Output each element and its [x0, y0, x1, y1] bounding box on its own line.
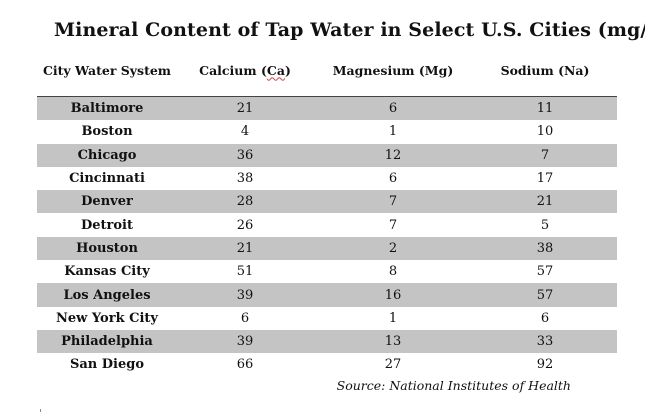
table-row: Kansas City 51 8 57 [37, 260, 617, 283]
sodium-cell: 92 [536, 357, 554, 373]
calcium-cell: 39 [177, 283, 313, 307]
calcium-cell: 6 [240, 310, 250, 326]
city-cell: Boston [81, 124, 133, 140]
city-cell: Houston [37, 236, 177, 261]
sodium-cell: 57 [536, 264, 554, 280]
calcium-cell: 21 [177, 236, 313, 261]
calcium-cell: 38 [236, 171, 254, 187]
magnesium-cell: 2 [313, 236, 473, 261]
magnesium-cell: 12 [313, 143, 473, 167]
city-cell: Chicago [37, 143, 177, 167]
header-calcium-prefix: Calcium ( [199, 62, 267, 78]
magnesium-cell: 1 [388, 310, 398, 326]
table-row: Houston 21 2 38 [37, 236, 617, 261]
table-row: Cincinnati 38 6 17 [37, 167, 617, 190]
sodium-cell: 17 [536, 171, 554, 187]
sodium-cell: 11 [473, 96, 617, 121]
magnesium-cell: 8 [388, 264, 398, 280]
sodium-cell: 6 [540, 310, 550, 326]
city-cell: San Diego [69, 357, 145, 373]
magnesium-cell: 13 [313, 329, 473, 354]
table-row: San Diego 66 27 92 [37, 353, 617, 376]
magnesium-cell: 16 [313, 283, 473, 307]
table-row: Los Angeles 39 16 57 [37, 283, 617, 307]
calcium-cell: 66 [236, 357, 254, 373]
header-row: City Water System Calcium (Ca) Magnesium… [37, 55, 617, 85]
sodium-cell: 33 [473, 329, 617, 354]
stray-mark [40, 409, 41, 412]
city-cell: Denver [37, 190, 177, 214]
magnesium-cell: 27 [384, 357, 402, 373]
magnesium-cell: 7 [388, 217, 398, 233]
table-row: New York City 6 1 6 [37, 307, 617, 330]
calcium-cell: 4 [240, 124, 250, 140]
source-note: Source: National Institutes of Health [336, 378, 571, 393]
header-spacer [37, 85, 617, 97]
table-row: Detroit 26 7 5 [37, 213, 617, 236]
city-cell: Cincinnati [69, 171, 145, 187]
table-title: Mineral Content of Tap Water in Select U… [54, 19, 645, 41]
calcium-cell: 51 [236, 264, 254, 280]
sodium-cell: 7 [473, 143, 617, 167]
calcium-cell: 28 [177, 190, 313, 214]
header-sodium: Sodium (Na) [500, 62, 590, 78]
header-city: City Water System [42, 62, 172, 78]
city-cell: Philadelphia [37, 329, 177, 354]
header-calcium-symbol: Ca [266, 62, 285, 78]
sodium-cell: 10 [536, 124, 554, 140]
magnesium-cell: 6 [313, 96, 473, 121]
table-row: Philadelphia 39 13 33 [37, 329, 617, 354]
table-row: Boston 4 1 10 [37, 120, 617, 143]
mineral-content-table: City Water System Calcium (Ca) Magnesium… [37, 55, 617, 377]
city-cell: New York City [56, 310, 158, 326]
city-cell: Los Angeles [37, 283, 177, 307]
calcium-cell: 36 [177, 143, 313, 167]
magnesium-cell: 1 [388, 124, 398, 140]
sodium-cell: 57 [473, 283, 617, 307]
calcium-cell: 21 [177, 96, 313, 121]
city-cell: Baltimore [37, 96, 177, 121]
calcium-cell: 26 [236, 217, 254, 233]
table-row: Baltimore 21 6 11 [37, 96, 617, 121]
sodium-cell: 21 [473, 190, 617, 214]
magnesium-cell: 7 [313, 190, 473, 214]
table-row: Chicago 36 12 7 [37, 143, 617, 167]
header-magnesium: Magnesium (Mg) [332, 62, 454, 78]
table-row: Denver 28 7 21 [37, 190, 617, 214]
magnesium-cell: 6 [388, 171, 398, 187]
header-calcium: Calcium (Ca) [177, 55, 313, 85]
city-cell: Detroit [80, 217, 133, 233]
sodium-cell: 5 [540, 217, 550, 233]
city-cell: Kansas City [64, 264, 150, 280]
calcium-cell: 39 [177, 329, 313, 354]
header-calcium-suffix: ) [284, 62, 291, 78]
sodium-cell: 38 [473, 236, 617, 261]
